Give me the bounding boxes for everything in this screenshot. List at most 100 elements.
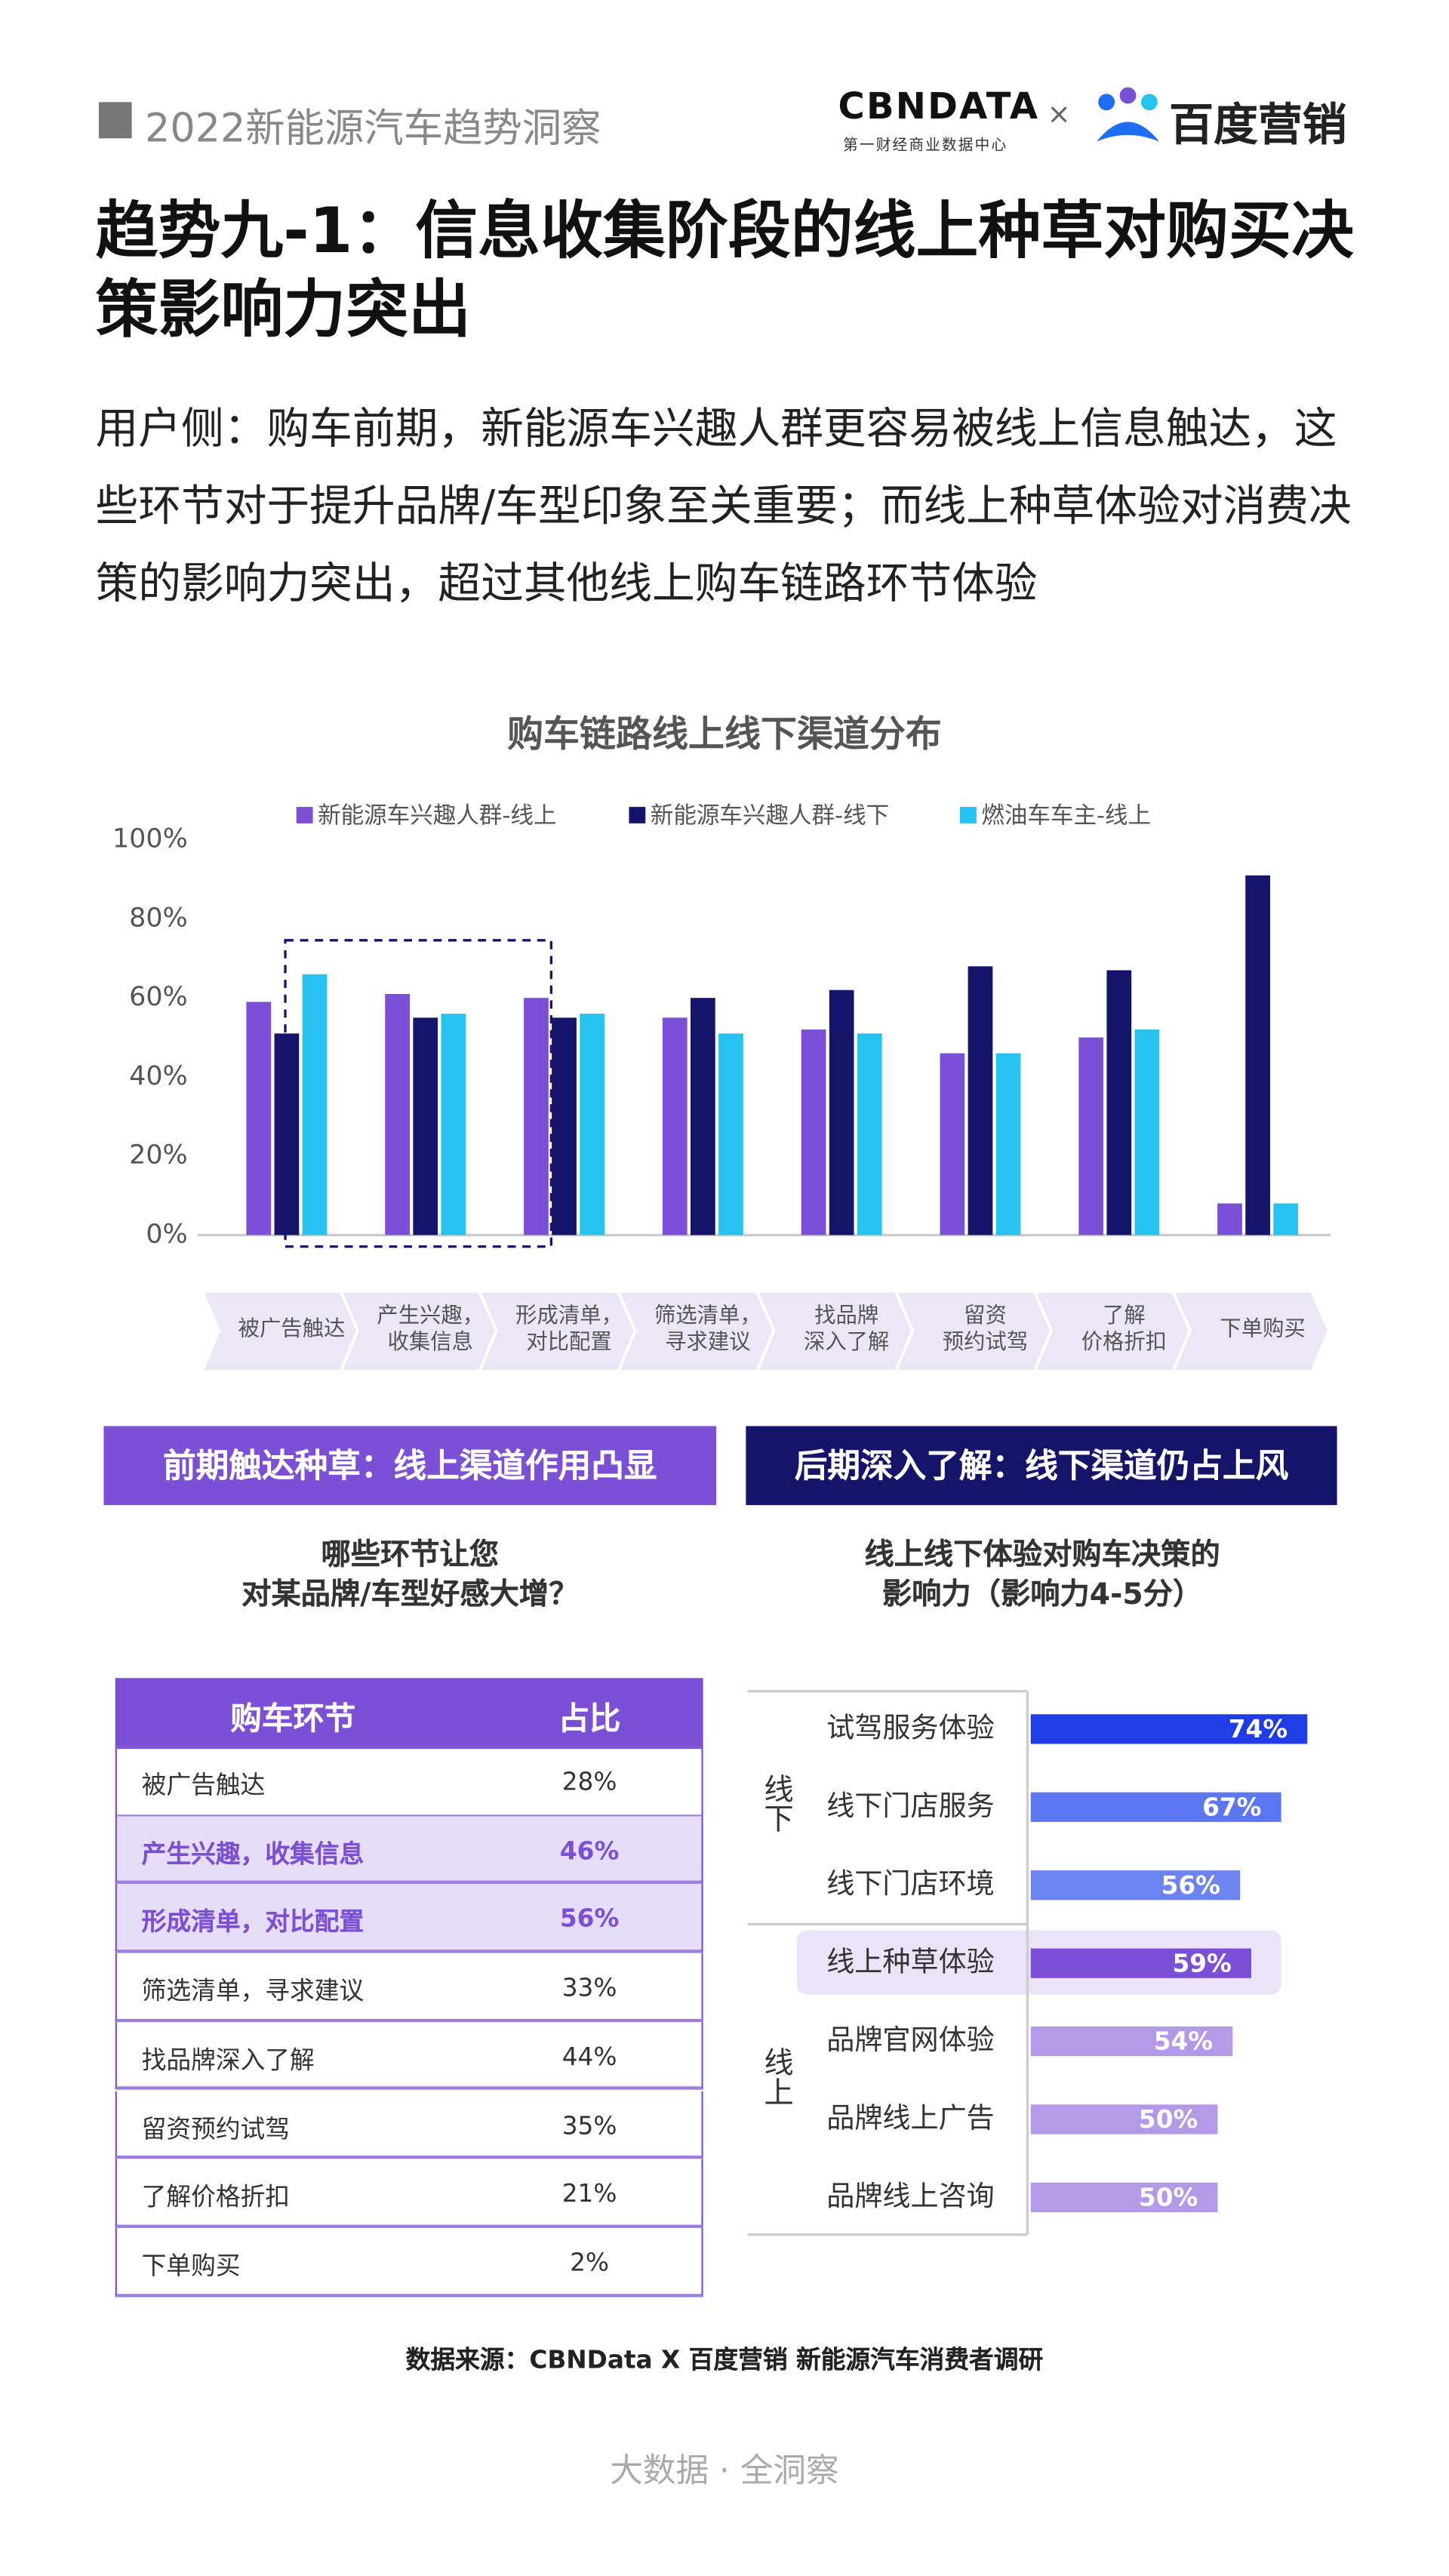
value-label: 50%: [1139, 2105, 1198, 2134]
step-chevron: [897, 1292, 1050, 1371]
source: 数据来源：CBNData X 百度营销 新能源汽车消费者调研: [405, 2344, 1044, 2375]
bar: [857, 1033, 882, 1236]
table-row: [115, 2227, 703, 2297]
x-tick-label: 留资 预约试驾: [942, 1303, 1029, 1356]
step-chevron: [204, 1292, 356, 1371]
bar: [829, 989, 854, 1236]
table-row: [115, 2159, 703, 2228]
bar: [302, 974, 328, 1236]
category-label: 线下门店环境: [826, 1867, 994, 1900]
bar: [580, 1014, 605, 1236]
table-cell: 28%: [561, 1767, 617, 1797]
footer: 大数据 · 全洞察: [610, 2450, 839, 2490]
y-tick-label: 40%: [129, 1061, 188, 1091]
bar: [1134, 1029, 1160, 1236]
table-row: [115, 1815, 703, 1885]
bar: [1030, 1714, 1308, 1744]
bar: [801, 1029, 826, 1236]
legend-swatch: [296, 807, 313, 823]
bar: [1245, 875, 1270, 1236]
bar: [995, 1053, 1021, 1236]
value-label: 59%: [1173, 1949, 1232, 1977]
section-banner: 后期深入了解：线下渠道仍占上风: [746, 1426, 1337, 1506]
step-chevron: [481, 1292, 634, 1371]
y-tick-label: 100%: [112, 824, 188, 854]
category-label: 试驾服务体验: [826, 1711, 994, 1743]
y-tick-label: 60%: [129, 982, 188, 1012]
column-header: 占比: [558, 1700, 621, 1737]
table-cell: 找品牌深入了解: [141, 2045, 315, 2075]
step-chevron: [1175, 1292, 1327, 1371]
step-chevron: [758, 1292, 912, 1371]
logo-cbn-sub: 第一财经商业数据中心: [843, 138, 1008, 155]
bar: [1217, 1203, 1242, 1236]
value-label: 54%: [1154, 2027, 1213, 2056]
bar: [1106, 970, 1132, 1236]
table-title: 哪些环节让您 对某品牌/车型好感大增？: [242, 1537, 579, 1612]
section-banner: 前期触达种草：线上渠道作用凸显: [103, 1426, 717, 1506]
bar: [1078, 1037, 1104, 1236]
table-cell: 下单购买: [141, 2251, 241, 2281]
bar: [1273, 1203, 1299, 1236]
table-cell: 44%: [561, 2041, 617, 2072]
value-label: 56%: [1161, 1871, 1220, 1900]
table-header: [115, 1678, 703, 1747]
category-label: 线上种草体验: [826, 1946, 994, 1978]
bar: [1030, 1792, 1281, 1822]
value-label: 67%: [1202, 1793, 1261, 1821]
table-cell: 2%: [570, 2247, 610, 2278]
y-tick-label: 0%: [146, 1219, 187, 1249]
bar: [1030, 1870, 1241, 1900]
group-label: 线下: [758, 1774, 794, 1834]
page-title: 趋势九-1：信息收集阶段的线上种草对购买决策影响力突出: [95, 194, 1354, 346]
step-chevron: [1036, 1292, 1189, 1371]
bar: [940, 1053, 965, 1236]
logo-cbn: CBNDATA: [838, 87, 1040, 129]
bar: [246, 1002, 272, 1236]
chart-title: 线上线下体验对购车决策的 影响力（影响力4-5分）: [864, 1537, 1220, 1612]
table-row: [115, 2090, 703, 2159]
step-chevron: [343, 1292, 495, 1371]
legend-label: 新能源车兴趣人群-线下: [651, 803, 889, 829]
bar: [1030, 2182, 1218, 2213]
description: 用户侧：购车前期，新能源车兴趣人群更容易被线上信息触达，这些环节对于提升品牌/车…: [95, 405, 1352, 610]
x-tick-label: 产生兴趣， 收集信息: [377, 1303, 485, 1356]
table-cell: 56%: [559, 1904, 620, 1934]
table-cell: 筛选清单，寻求建议: [141, 1976, 365, 2006]
step-chevron: [620, 1292, 773, 1371]
bar: [552, 1017, 577, 1236]
x-tick-label: 了解 价格折扣: [1081, 1303, 1168, 1356]
legend-swatch: [959, 807, 977, 823]
bar: [718, 1033, 743, 1236]
group-label: 线上: [758, 2047, 794, 2107]
value-label: 74%: [1229, 1715, 1287, 1743]
bar: [1030, 2026, 1233, 2057]
table-row: [115, 1747, 703, 1818]
table-row: [115, 1953, 703, 2022]
bar: [690, 998, 715, 1236]
category-label: 线下门店服务: [826, 1790, 994, 1822]
bar: [441, 1014, 466, 1236]
bar: [1030, 1948, 1252, 1978]
bar: [968, 966, 993, 1236]
logo-x: ×: [1047, 98, 1071, 132]
legend-label: 新能源车兴趣人群-线上: [318, 803, 556, 829]
table-cell: 46%: [559, 1836, 620, 1866]
table-cell: 形成清单，对比配置: [141, 1907, 365, 1937]
bar: [274, 1033, 300, 1236]
header-mark: [98, 102, 132, 139]
x-tick-label: 被广告触达: [238, 1317, 346, 1343]
table-cell: 了解价格折扣: [141, 2182, 291, 2212]
legend-label: 燃油车车主-线上: [981, 803, 1151, 829]
table-cell: 产生兴趣，收集信息: [141, 1839, 365, 1869]
y-tick-label: 20%: [129, 1140, 188, 1171]
chart-title: 购车链路线上线下渠道分布: [507, 712, 942, 755]
legend-swatch: [629, 807, 646, 823]
bar: [662, 1017, 688, 1236]
bar: [524, 998, 549, 1236]
highlight-box: [284, 939, 552, 1248]
bar: [413, 1017, 438, 1236]
logo-baidu: 百度营销: [1169, 100, 1347, 152]
